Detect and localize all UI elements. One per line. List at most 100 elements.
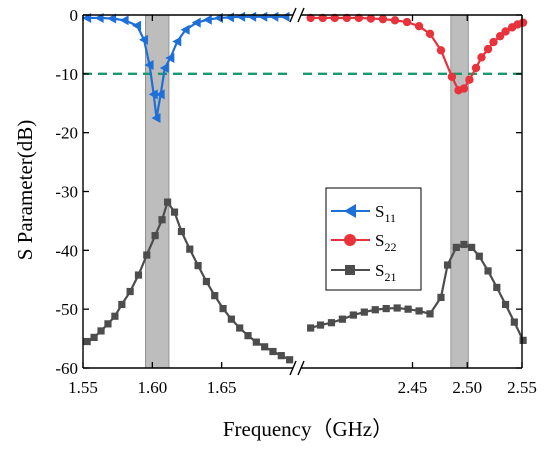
data-point-s21-8 <box>143 251 151 259</box>
data-point-s21-3 <box>104 320 112 328</box>
data-point-s21-48 <box>510 318 518 326</box>
data-point-s21-29 <box>327 319 336 327</box>
data-point-s11-14 <box>191 17 201 28</box>
x-axis-title: Frequency（GHz） <box>223 417 393 441</box>
data-point-s11-13 <box>180 24 190 35</box>
x-tick-label-3: 2.45 <box>398 378 428 397</box>
legend-label-s22-main: S <box>375 231 384 250</box>
data-point-s21-2 <box>97 327 105 335</box>
data-point-s21-26 <box>286 356 294 364</box>
data-point-s21-19 <box>227 315 235 323</box>
data-point-s22-14 <box>459 84 469 93</box>
legend-item-s22: S22 <box>331 231 396 254</box>
data-point-s21-39 <box>437 293 445 301</box>
legend-label-s22-sub: 22 <box>384 240 396 254</box>
data-point-s11-5 <box>139 34 149 45</box>
data-point-s21-27 <box>307 324 315 332</box>
y-tick-label-6: -60 <box>55 359 78 378</box>
y-tick-label-1: -10 <box>55 65 78 84</box>
data-point-s11-2 <box>107 13 117 24</box>
data-point-s22-0 <box>306 13 315 23</box>
data-point-s21-32 <box>360 308 368 316</box>
axis-break-mark-top-2 <box>297 7 305 23</box>
data-point-s11-4 <box>132 20 142 31</box>
data-point-s21-13 <box>177 227 186 236</box>
data-point-s22-3 <box>342 13 351 23</box>
data-point-s21-23 <box>261 343 269 351</box>
y-tick-label-0: 0 <box>70 6 79 25</box>
legend-item-s11: S11 <box>331 202 396 225</box>
data-point-s21-46 <box>493 283 501 291</box>
data-point-s21-34 <box>382 304 390 313</box>
series-group <box>82 11 528 364</box>
data-point-s22-5 <box>366 14 376 23</box>
data-point-s21-28 <box>316 321 325 329</box>
data-point-s21-10 <box>158 216 166 224</box>
data-point-s22-15 <box>465 75 474 84</box>
axis-break-mark-bottom-2 <box>297 360 305 376</box>
data-point-s11-21 <box>269 11 279 22</box>
data-point-s21-20 <box>236 324 244 332</box>
y-tick-label-2: -20 <box>55 124 78 143</box>
data-point-s11-9 <box>155 89 165 100</box>
data-point-s21-6 <box>126 287 134 296</box>
shaded-band-2 <box>450 14 469 369</box>
x-tick-label-2: 1.65 <box>207 378 237 397</box>
data-point-s11-15 <box>202 14 212 25</box>
data-point-s22-9 <box>414 21 424 31</box>
data-point-s11-3 <box>119 15 129 26</box>
y-axis-title: S Parameter(dB) <box>13 120 37 261</box>
data-point-s21-45 <box>484 267 492 275</box>
data-point-s21-35 <box>393 304 401 312</box>
data-point-s21-5 <box>118 300 126 309</box>
data-point-s22-24 <box>518 18 528 27</box>
data-point-s11-22 <box>280 11 290 22</box>
y-tick-label-4: -40 <box>55 241 78 260</box>
data-point-s11-19 <box>247 11 257 22</box>
data-point-s21-11 <box>163 198 172 206</box>
shaded-bands <box>144 14 469 369</box>
data-point-s21-1 <box>90 333 98 342</box>
data-point-s21-41 <box>452 243 460 251</box>
data-point-s21-42 <box>460 240 468 249</box>
data-point-s22-4 <box>354 13 364 23</box>
data-point-s21-7 <box>134 271 143 279</box>
y-tick-label-5: -50 <box>55 300 78 319</box>
data-point-s22-16 <box>471 63 481 73</box>
data-point-s21-12 <box>170 208 179 216</box>
data-point-s11-10 <box>159 62 169 73</box>
legend-label-s11-main: S <box>375 202 384 221</box>
data-point-s22-21 <box>501 27 510 36</box>
legend-marker-s11 <box>344 204 356 218</box>
data-point-s11-8 <box>151 112 161 123</box>
data-point-s22-2 <box>330 13 339 23</box>
data-point-s22-1 <box>318 13 327 23</box>
data-point-s21-9 <box>151 232 159 240</box>
y-tick-label-3: -30 <box>55 183 78 202</box>
legend-label-s11-sub: 11 <box>384 211 396 225</box>
data-point-s21-0 <box>83 337 91 346</box>
data-point-s21-40 <box>443 261 452 269</box>
data-point-s21-17 <box>211 292 219 300</box>
data-point-s21-21 <box>244 332 252 340</box>
data-point-s21-4 <box>111 312 119 320</box>
data-point-s11-6 <box>144 60 154 71</box>
data-point-s21-18 <box>219 304 227 313</box>
data-point-s11-7 <box>148 89 158 100</box>
legend-marker-s22 <box>344 234 356 246</box>
data-point-s21-44 <box>475 252 483 260</box>
data-point-s22-17 <box>477 53 486 62</box>
data-point-s11-12 <box>172 36 182 47</box>
legend-label-s21-sub: 21 <box>384 270 396 284</box>
axis-ticks: 0 -10 -20 -30 -40 -50 -601.55 1.60 1.65 2.45 2.50 2… <box>55 6 537 397</box>
data-point-s21-49 <box>519 336 527 344</box>
data-point-s11-20 <box>258 11 268 22</box>
data-point-s21-25 <box>277 352 285 360</box>
data-point-s22-19 <box>489 37 498 47</box>
data-point-s21-22 <box>252 338 260 346</box>
x-tick-label-4: 2.50 <box>452 378 482 397</box>
legend-label-s22: S22 <box>375 231 396 254</box>
data-point-s22-18 <box>483 44 493 54</box>
data-point-s11-11 <box>165 52 175 63</box>
data-point-s21-31 <box>349 311 357 319</box>
